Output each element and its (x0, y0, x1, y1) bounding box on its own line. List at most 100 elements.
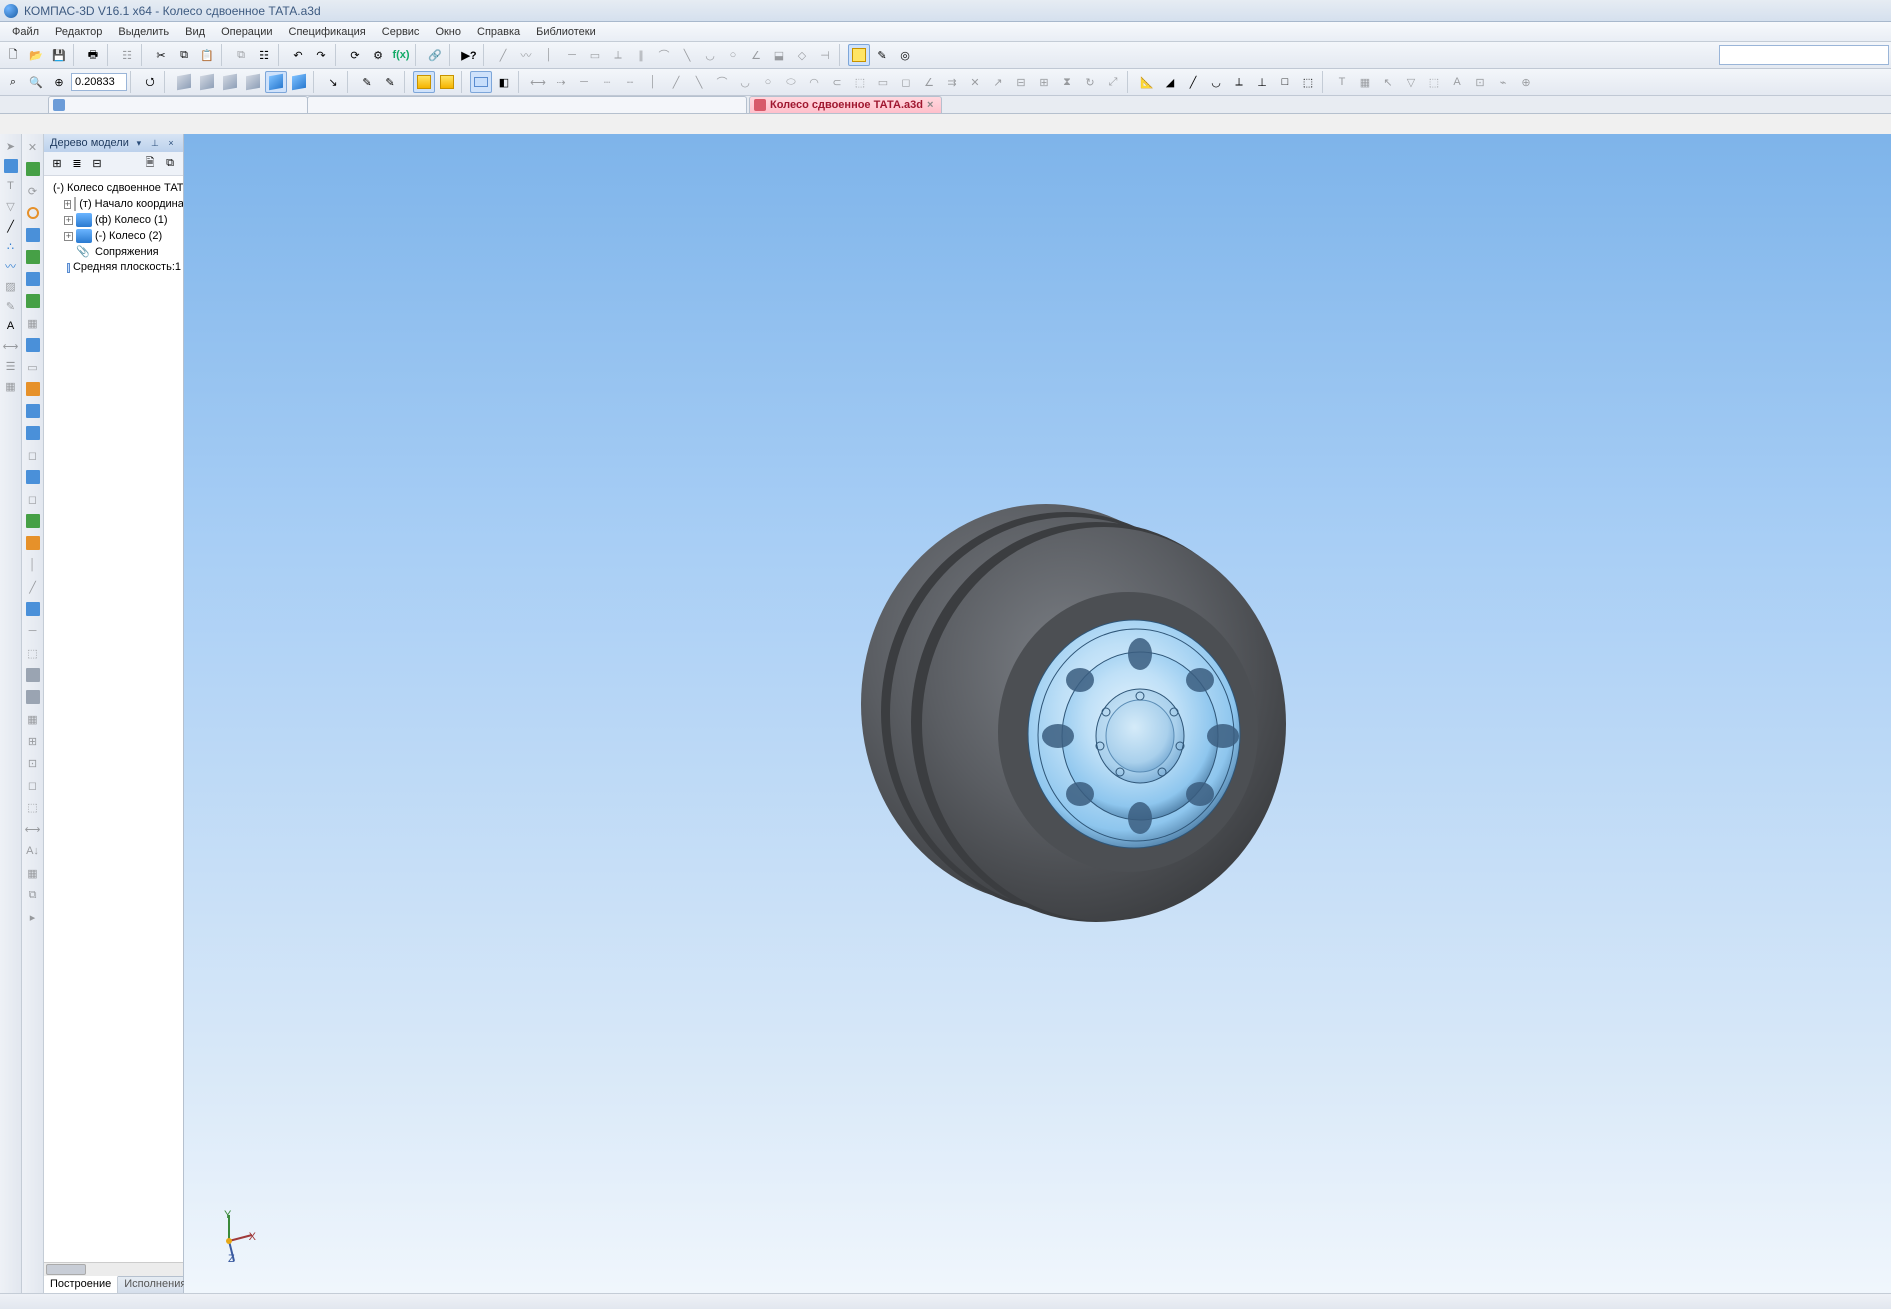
menu-bom[interactable]: Спецификация (281, 24, 374, 40)
edge2-button[interactable]: ✎ (379, 71, 401, 93)
panel-tab-build[interactable]: Построение (44, 1276, 118, 1293)
leader-button[interactable]: ↖ (1377, 71, 1399, 93)
feat-e3[interactable]: ⊞ (22, 730, 44, 752)
d-line-button[interactable]: ─ (573, 71, 595, 93)
search-input[interactable] (1719, 45, 1889, 65)
d-auto-button[interactable]: ⟷ (527, 71, 549, 93)
datum-button[interactable]: A (1446, 71, 1468, 93)
feat-e4[interactable]: ⊡ (22, 752, 44, 774)
context-help-button[interactable] (458, 44, 480, 66)
rect-tool[interactable]: ▭ (584, 44, 606, 66)
zoom-in-button[interactable] (48, 71, 70, 93)
d-sl2-button[interactable]: ╲ (688, 71, 710, 93)
weld-button[interactable]: ⌁ (1492, 71, 1514, 93)
d-cut-button[interactable]: ⊟ (1010, 71, 1032, 93)
hline-tool[interactable]: ─ (561, 44, 583, 66)
d-open-button[interactable]: ⊂ (826, 71, 848, 93)
menu-operations[interactable]: Операции (213, 24, 280, 40)
open-button[interactable] (25, 44, 47, 66)
menu-window[interactable]: Окно (427, 24, 469, 40)
expand-icon[interactable]: + (64, 216, 73, 225)
d-ext-button[interactable]: ↗ (987, 71, 1009, 93)
menu-service[interactable]: Сервис (374, 24, 428, 40)
menu-help[interactable]: Справка (469, 24, 528, 40)
feat-g3[interactable] (22, 510, 44, 532)
cut-button[interactable] (150, 44, 172, 66)
tree-part-1[interactable]: + (ф) Колесо (1) (46, 212, 181, 228)
wireframe-button[interactable] (173, 71, 195, 93)
measure5-button[interactable]: ⟂ (1228, 71, 1250, 93)
feat-b6[interactable] (22, 466, 44, 488)
section-button[interactable]: ◧ (493, 71, 515, 93)
d-mir-button[interactable]: ⧗ (1056, 71, 1078, 93)
tree-mode-3[interactable]: ⊟ (88, 155, 106, 173)
panel-title-bar[interactable]: Дерево модели ▾ ⊥ × (44, 134, 183, 152)
menu-view[interactable]: Вид (177, 24, 213, 40)
zoom-fit-button[interactable] (2, 71, 24, 93)
highlight-mode-button[interactable]: ✎ (871, 44, 893, 66)
tangent-tool[interactable]: ⌒ (653, 44, 675, 66)
perspective-button[interactable] (288, 71, 310, 93)
links-button[interactable] (424, 44, 446, 66)
tree-midplane[interactable]: Средняя плоскость:1 (46, 260, 181, 274)
d-arc1-button[interactable]: ⌒ (711, 71, 733, 93)
feat-1[interactable]: ✕ (22, 136, 44, 158)
feat-dim[interactable]: ⟷ (22, 818, 44, 840)
break-tool[interactable]: ⊣ (814, 44, 836, 66)
cube-tool[interactable] (1, 156, 21, 176)
feat-e6[interactable]: ⬚ (22, 796, 44, 818)
rebuild-button[interactable] (344, 44, 366, 66)
undo-button[interactable] (287, 44, 309, 66)
circle-tool[interactable]: ○ (722, 44, 744, 66)
feat-sq2[interactable]: ◻ (22, 488, 44, 510)
feat-b1[interactable] (22, 224, 44, 246)
d-dash-button[interactable]: ╌ (619, 71, 641, 93)
plane-button[interactable] (470, 71, 492, 93)
feat-o2[interactable] (22, 532, 44, 554)
wheel-model[interactable] (828, 474, 1328, 974)
feat-a[interactable]: A↓ (22, 840, 44, 862)
hatch-tool[interactable]: ▨ (1, 276, 21, 296)
pen-tool[interactable]: ✎ (1, 296, 21, 316)
feat-circle[interactable] (22, 202, 44, 224)
orientation-triad[interactable]: Y X Z (202, 1209, 256, 1263)
list-tool[interactable]: ☰ (1, 356, 21, 376)
shaded-edges-button[interactable] (265, 71, 287, 93)
measure6-button[interactable]: ⊥ (1251, 71, 1273, 93)
parallel-tool[interactable]: ∥ (630, 44, 652, 66)
panel-dropdown-button[interactable]: ▾ (133, 137, 145, 149)
a-tool[interactable]: A (1, 316, 21, 336)
line-tool[interactable]: ╱ (492, 44, 514, 66)
tree-hscrollbar[interactable] (44, 1262, 183, 1276)
grid-tool[interactable]: ▦ (1, 376, 21, 396)
d-gap-button[interactable]: ⇢ (550, 71, 572, 93)
d-circ-button[interactable]: ○ (757, 71, 779, 93)
feat-e5[interactable]: ◻ (22, 774, 44, 796)
panel-pin-button[interactable]: ⊥ (149, 137, 161, 149)
v-tool[interactable]: ▽ (1, 196, 21, 216)
table-button[interactable]: ▦ (1354, 71, 1376, 93)
tree-origin[interactable]: + (т) Начало координат (46, 196, 181, 212)
no-hidden-button[interactable] (219, 71, 241, 93)
circle-snap-button[interactable]: ◎ (894, 44, 916, 66)
panel-close-button[interactable]: × (165, 137, 177, 149)
highlight-yellow-button[interactable] (848, 44, 870, 66)
redo-button[interactable] (310, 44, 332, 66)
tol-button[interactable]: ⊡ (1469, 71, 1491, 93)
tab-palette-1[interactable] (48, 96, 308, 113)
tree-mode-1[interactable]: ⊞ (48, 155, 66, 173)
expand-icon[interactable]: + (64, 200, 71, 209)
feat-b4[interactable] (22, 400, 44, 422)
d-ang-button[interactable]: ∠ (918, 71, 940, 93)
variables-button[interactable] (390, 44, 412, 66)
copy-button[interactable] (173, 44, 195, 66)
feat-b7[interactable] (22, 598, 44, 620)
preview-button[interactable] (116, 44, 138, 66)
measure7-button[interactable]: □ (1274, 71, 1296, 93)
hidden-lines-button[interactable] (196, 71, 218, 93)
feat-sq[interactable]: ◻ (22, 444, 44, 466)
pt-tool[interactable]: ∴ (1, 236, 21, 256)
zoom-input[interactable] (71, 73, 127, 91)
menu-edit[interactable]: Редактор (47, 24, 110, 40)
document-tab-active[interactable]: Колесо сдвоенное ТАТА.a3d × (749, 96, 942, 113)
